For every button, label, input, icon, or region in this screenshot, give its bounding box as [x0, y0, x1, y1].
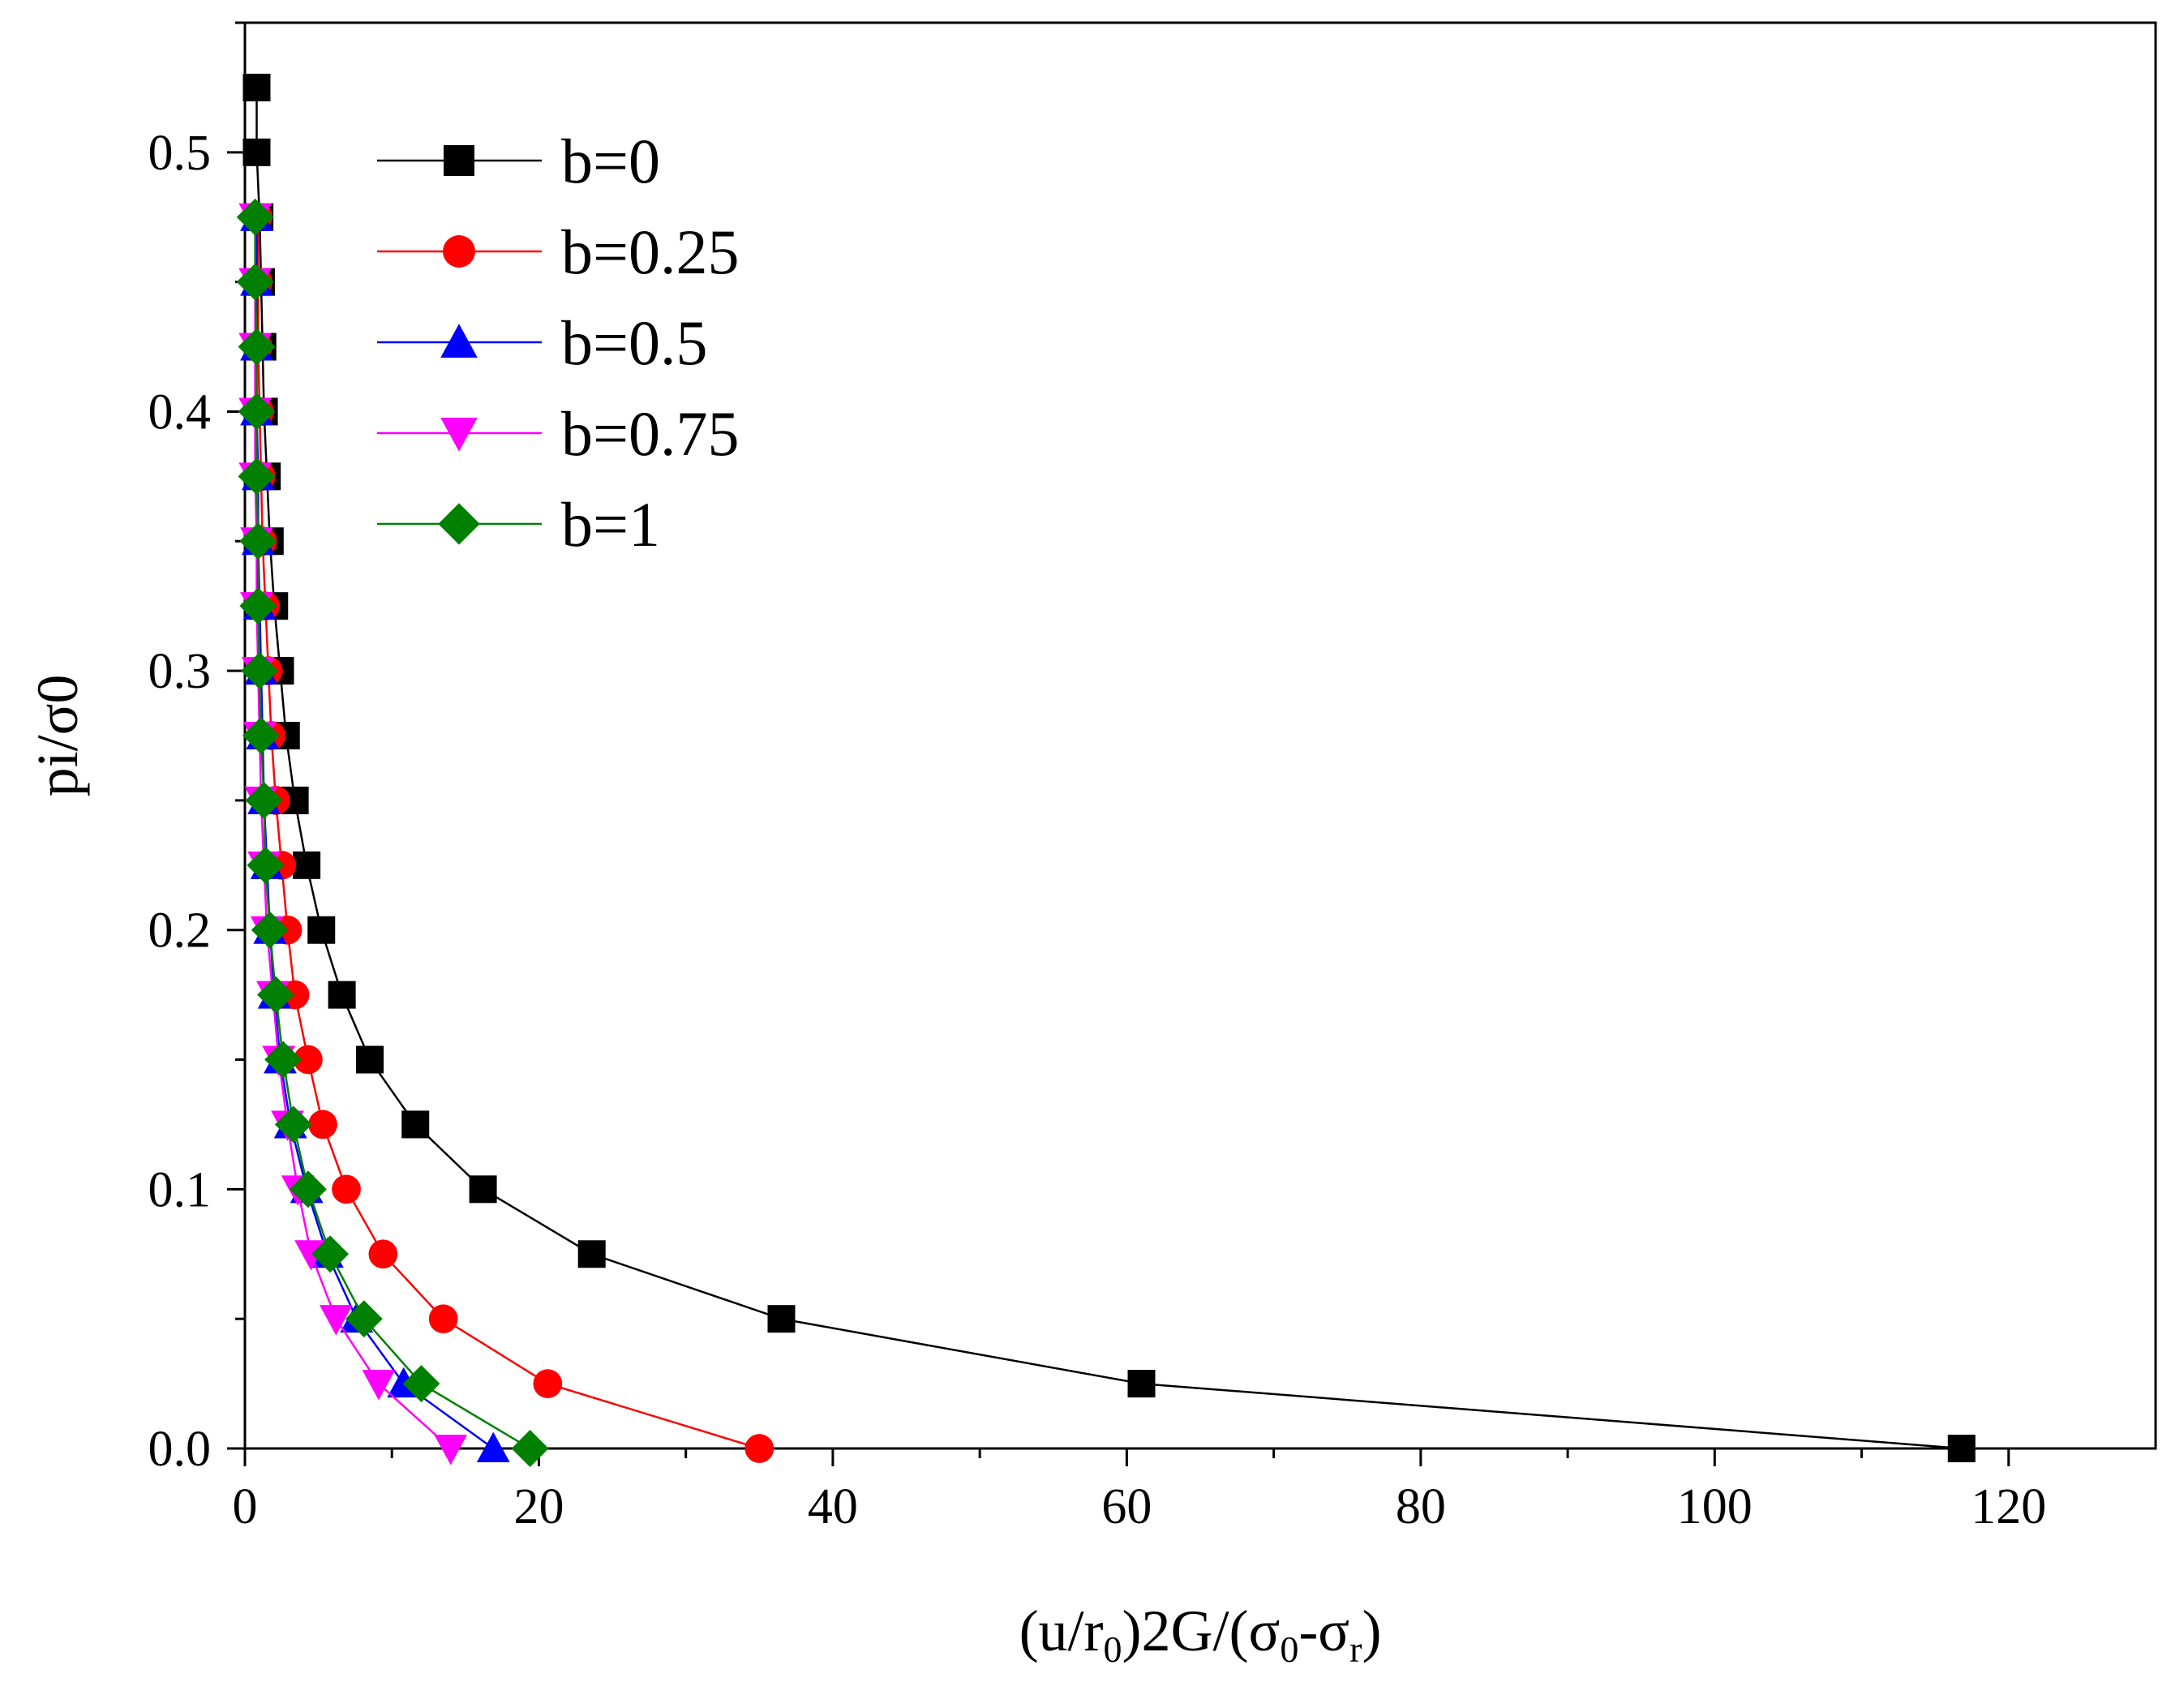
data-point-b=0: [356, 1045, 384, 1074]
plot-area: [236, 73, 1976, 1467]
data-point-b=1: [245, 781, 283, 819]
data-point-b=0: [401, 1110, 430, 1139]
legend-item-b=0.75: b=0.75: [377, 398, 740, 469]
y-tick-label: 0.0: [148, 1422, 212, 1477]
legend-item-b=0: b=0: [377, 126, 660, 196]
data-point-b=0.5: [476, 1431, 510, 1462]
x-tick-label: 100: [1677, 1479, 1753, 1534]
data-point-b=0.25: [744, 1434, 774, 1463]
data-point-b=1: [251, 911, 289, 949]
data-point-b=0.25: [332, 1174, 361, 1204]
data-point-b=1: [257, 976, 295, 1014]
data-point-b=1: [239, 522, 277, 560]
series-b=1: [236, 198, 549, 1467]
data-point-b=0.75: [319, 1305, 353, 1336]
data-point-b=1: [274, 1105, 312, 1144]
data-point-b=0.25: [368, 1239, 398, 1269]
data-point-b=1: [511, 1430, 549, 1467]
data-point-b=1: [241, 652, 279, 690]
data-point-b=0.25: [280, 980, 310, 1010]
data-point-b=0: [1947, 1435, 1976, 1462]
legend-marker: [438, 503, 480, 545]
series-b=0.5: [240, 200, 510, 1462]
legend-marker: [444, 145, 474, 176]
data-point-b=1: [238, 328, 276, 366]
series-line-b=0: [255, 87, 1962, 1450]
legend-label: b=0.75: [561, 398, 740, 469]
data-point-b=0: [307, 916, 336, 944]
data-point-b=0: [469, 1175, 497, 1204]
series-b=0: [242, 73, 1976, 1462]
legend-item-b=1: b=1: [377, 489, 660, 560]
x-tick-label: 0: [233, 1479, 258, 1534]
data-point-b=1: [247, 846, 285, 884]
data-point-b=1: [239, 587, 277, 625]
data-point-b=0.75: [434, 1435, 468, 1466]
legend-label: b=0.5: [561, 307, 708, 378]
legend-label: b=0: [561, 126, 660, 196]
data-point-b=0: [328, 981, 356, 1009]
data-point-b=1: [345, 1300, 383, 1338]
legend-marker: [443, 235, 475, 268]
x-tick-label: 60: [1101, 1479, 1152, 1534]
legend-item-b=0.5: b=0.5: [377, 307, 708, 378]
data-point-b=1: [238, 457, 276, 496]
series-b=0.75: [238, 203, 468, 1466]
series-b=0.25: [243, 202, 774, 1463]
plot-frame: [243, 21, 2157, 1450]
series-line-b=0.75: [254, 217, 452, 1449]
data-point-b=1: [242, 717, 280, 754]
x-axis: 0 20 40 60 80 100 120: [233, 1448, 2046, 1534]
data-point-b=1: [236, 263, 274, 301]
data-point-b=0: [577, 1240, 606, 1268]
data-point-b=0: [1127, 1370, 1156, 1398]
legend-label: b=1: [561, 489, 660, 560]
legend-label: b=0.25: [561, 217, 740, 287]
x-tick-label: 80: [1396, 1479, 1446, 1534]
y-tick-label: 0.3: [148, 644, 212, 699]
data-point-b=0.25: [428, 1304, 458, 1334]
y-tick-label: 0.2: [148, 903, 212, 959]
data-point-b=1: [238, 393, 276, 431]
data-point-b=0.25: [533, 1369, 563, 1398]
data-point-b=1: [311, 1235, 350, 1273]
data-point-b=0: [242, 73, 271, 101]
legend-marker: [440, 418, 478, 452]
legend: b=0 b=0.25 b=0.5 b=0.75 b=1: [377, 126, 740, 560]
data-point-b=0: [767, 1305, 796, 1333]
x-tick-label: 40: [808, 1479, 858, 1534]
legend-item-b=0.25: b=0.25: [377, 217, 740, 287]
data-point-b=0: [242, 138, 271, 166]
y-tick-label: 0.1: [148, 1162, 212, 1217]
y-tick-label: 0.5: [148, 126, 212, 181]
data-point-b=1: [264, 1041, 302, 1079]
x-tick-label: 20: [513, 1479, 564, 1534]
data-point-b=0.25: [308, 1109, 337, 1139]
data-point-b=0.25: [294, 1045, 323, 1075]
y-axis: 0.0 0.1 0.2 0.3 0.4 0.5: [148, 21, 245, 1477]
y-tick-label: 0.4: [148, 384, 212, 440]
data-point-b=1: [289, 1170, 327, 1208]
x-tick-label: 120: [1971, 1479, 2046, 1534]
data-point-b=1: [236, 198, 274, 236]
data-point-b=0.75: [362, 1370, 396, 1401]
legend-marker: [440, 324, 478, 358]
y-axis-title: pi/σ0: [25, 675, 90, 797]
x-axis-title: (u/r0)2G/(σ0-σr): [1019, 1599, 1382, 1670]
data-point-b=1: [402, 1365, 440, 1403]
data-point-b=0: [293, 851, 321, 879]
